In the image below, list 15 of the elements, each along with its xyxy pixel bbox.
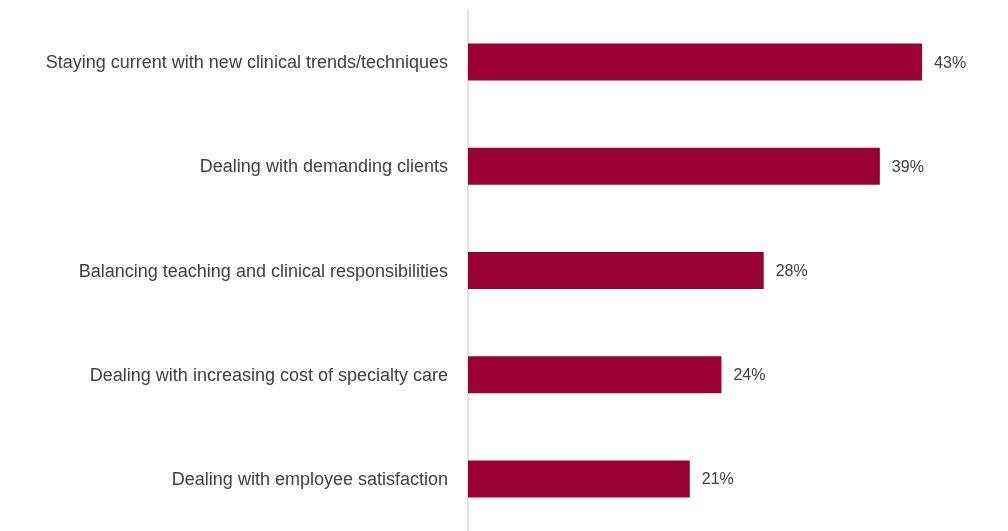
bar [468, 252, 764, 289]
data-label: 21% [701, 470, 734, 488]
y-tick-label: Dealing with demanding clients [199, 156, 448, 177]
data-label: 43% [934, 53, 967, 71]
y-tick-label: Staying current with new clinical trends/techniques [45, 52, 448, 73]
bar [468, 147, 880, 185]
y-tick-label: Dealing with increasing cost of specialty care [89, 364, 448, 385]
bar [468, 460, 690, 498]
bar [468, 43, 923, 81]
data-label: 24% [733, 366, 766, 384]
y-tick-label: Balancing teaching and clinical responsibilities [78, 260, 448, 281]
data-label: 28% [775, 262, 808, 279]
data-label: 39% [891, 157, 924, 175]
y-tick-label: Dealing with employee satisfaction [171, 468, 448, 489]
bar [468, 356, 722, 394]
